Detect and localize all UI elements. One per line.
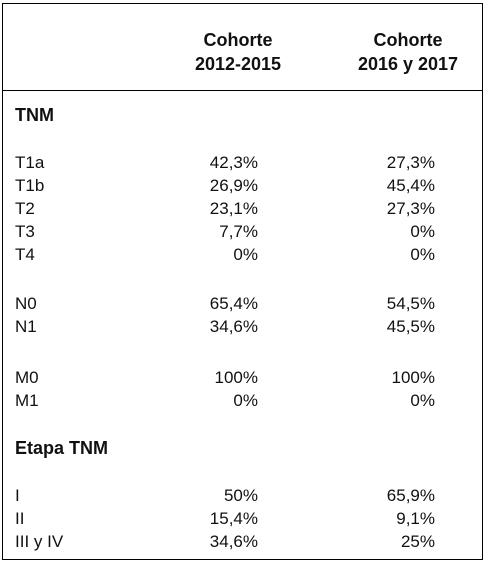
cohort2-value: 9,1%: [396, 509, 435, 528]
cohort1-value: 23,1%: [209, 199, 258, 218]
cohort-table: Cohorte 2012-2015 Cohorte 2016 y 2017 TN…: [2, 3, 483, 560]
cohort1-value: 15,4%: [209, 509, 258, 528]
cohort2-value: 100%: [391, 368, 435, 387]
row-label: I: [15, 486, 20, 505]
row-label: T4: [15, 245, 35, 264]
section-etapa-tnm: Etapa TNM: [15, 438, 109, 458]
table-row: III y IV 34,6% 25%: [3, 532, 484, 554]
row-label: III y IV: [15, 532, 64, 551]
row-label: T3: [15, 222, 35, 241]
header-cohort-2012-2015: Cohorte 2012-2015: [163, 28, 313, 76]
header-col2-line2: 2016 y 2017: [357, 54, 459, 74]
table-row: I 50% 65,9%: [3, 486, 484, 508]
header-divider: [3, 90, 482, 91]
table-row: M1 0% 0%: [3, 391, 484, 413]
table-row: II 15,4% 9,1%: [3, 509, 484, 531]
table-row: M0 100% 100%: [3, 368, 484, 390]
table-row: T1b 26,9% 45,4%: [3, 176, 484, 198]
row-label: T1a: [15, 153, 45, 172]
row-label: T2: [15, 199, 35, 218]
cohort2-value: 27,3%: [386, 199, 435, 218]
table-row: T2 23,1% 27,3%: [3, 199, 484, 221]
cohort1-value: 0%: [233, 245, 258, 264]
cohort1-value: 100%: [214, 368, 258, 387]
cohort1-value: 34,6%: [209, 532, 258, 551]
header-col2-line1: Cohorte: [373, 30, 443, 50]
cohort2-value: 54,5%: [386, 294, 435, 313]
cohort1-value: 0%: [233, 391, 258, 410]
cohort1-value: 26,9%: [209, 176, 258, 195]
table-row: T3 7,7% 0%: [3, 222, 484, 244]
cohort2-value: 45,5%: [386, 317, 435, 336]
header-cohort-2016-2017: Cohorte 2016 y 2017: [328, 28, 488, 76]
row-label: N0: [15, 294, 37, 313]
header-col1-line2: 2012-2015: [194, 54, 282, 74]
table-row: N1 34,6% 45,5%: [3, 317, 484, 339]
cohort2-value: 0%: [410, 391, 435, 410]
cohort2-value: 0%: [410, 222, 435, 241]
row-label: N1: [15, 317, 37, 336]
cohort1-value: 50%: [223, 486, 258, 505]
cohort1-value: 34,6%: [209, 317, 258, 336]
header-col1-line1: Cohorte: [203, 30, 273, 50]
cohort2-value: 0%: [410, 245, 435, 264]
cohort2-value: 25%: [400, 532, 435, 551]
row-label: M0: [15, 368, 39, 387]
cohort1-value: 65,4%: [209, 294, 258, 313]
row-label: II: [15, 509, 25, 528]
table-row: T1a 42,3% 27,3%: [3, 153, 484, 175]
row-label: M1: [15, 391, 39, 410]
cohort1-value: 7,7%: [219, 222, 258, 241]
row-label: T1b: [15, 176, 45, 195]
cohort1-value: 42,3%: [209, 153, 258, 172]
table-row: N0 65,4% 54,5%: [3, 294, 484, 316]
cohort2-value: 27,3%: [386, 153, 435, 172]
section-tnm: TNM: [15, 105, 54, 125]
cohort2-value: 45,4%: [386, 176, 435, 195]
table-row: T4 0% 0%: [3, 245, 484, 267]
cohort2-value: 65,9%: [386, 486, 435, 505]
